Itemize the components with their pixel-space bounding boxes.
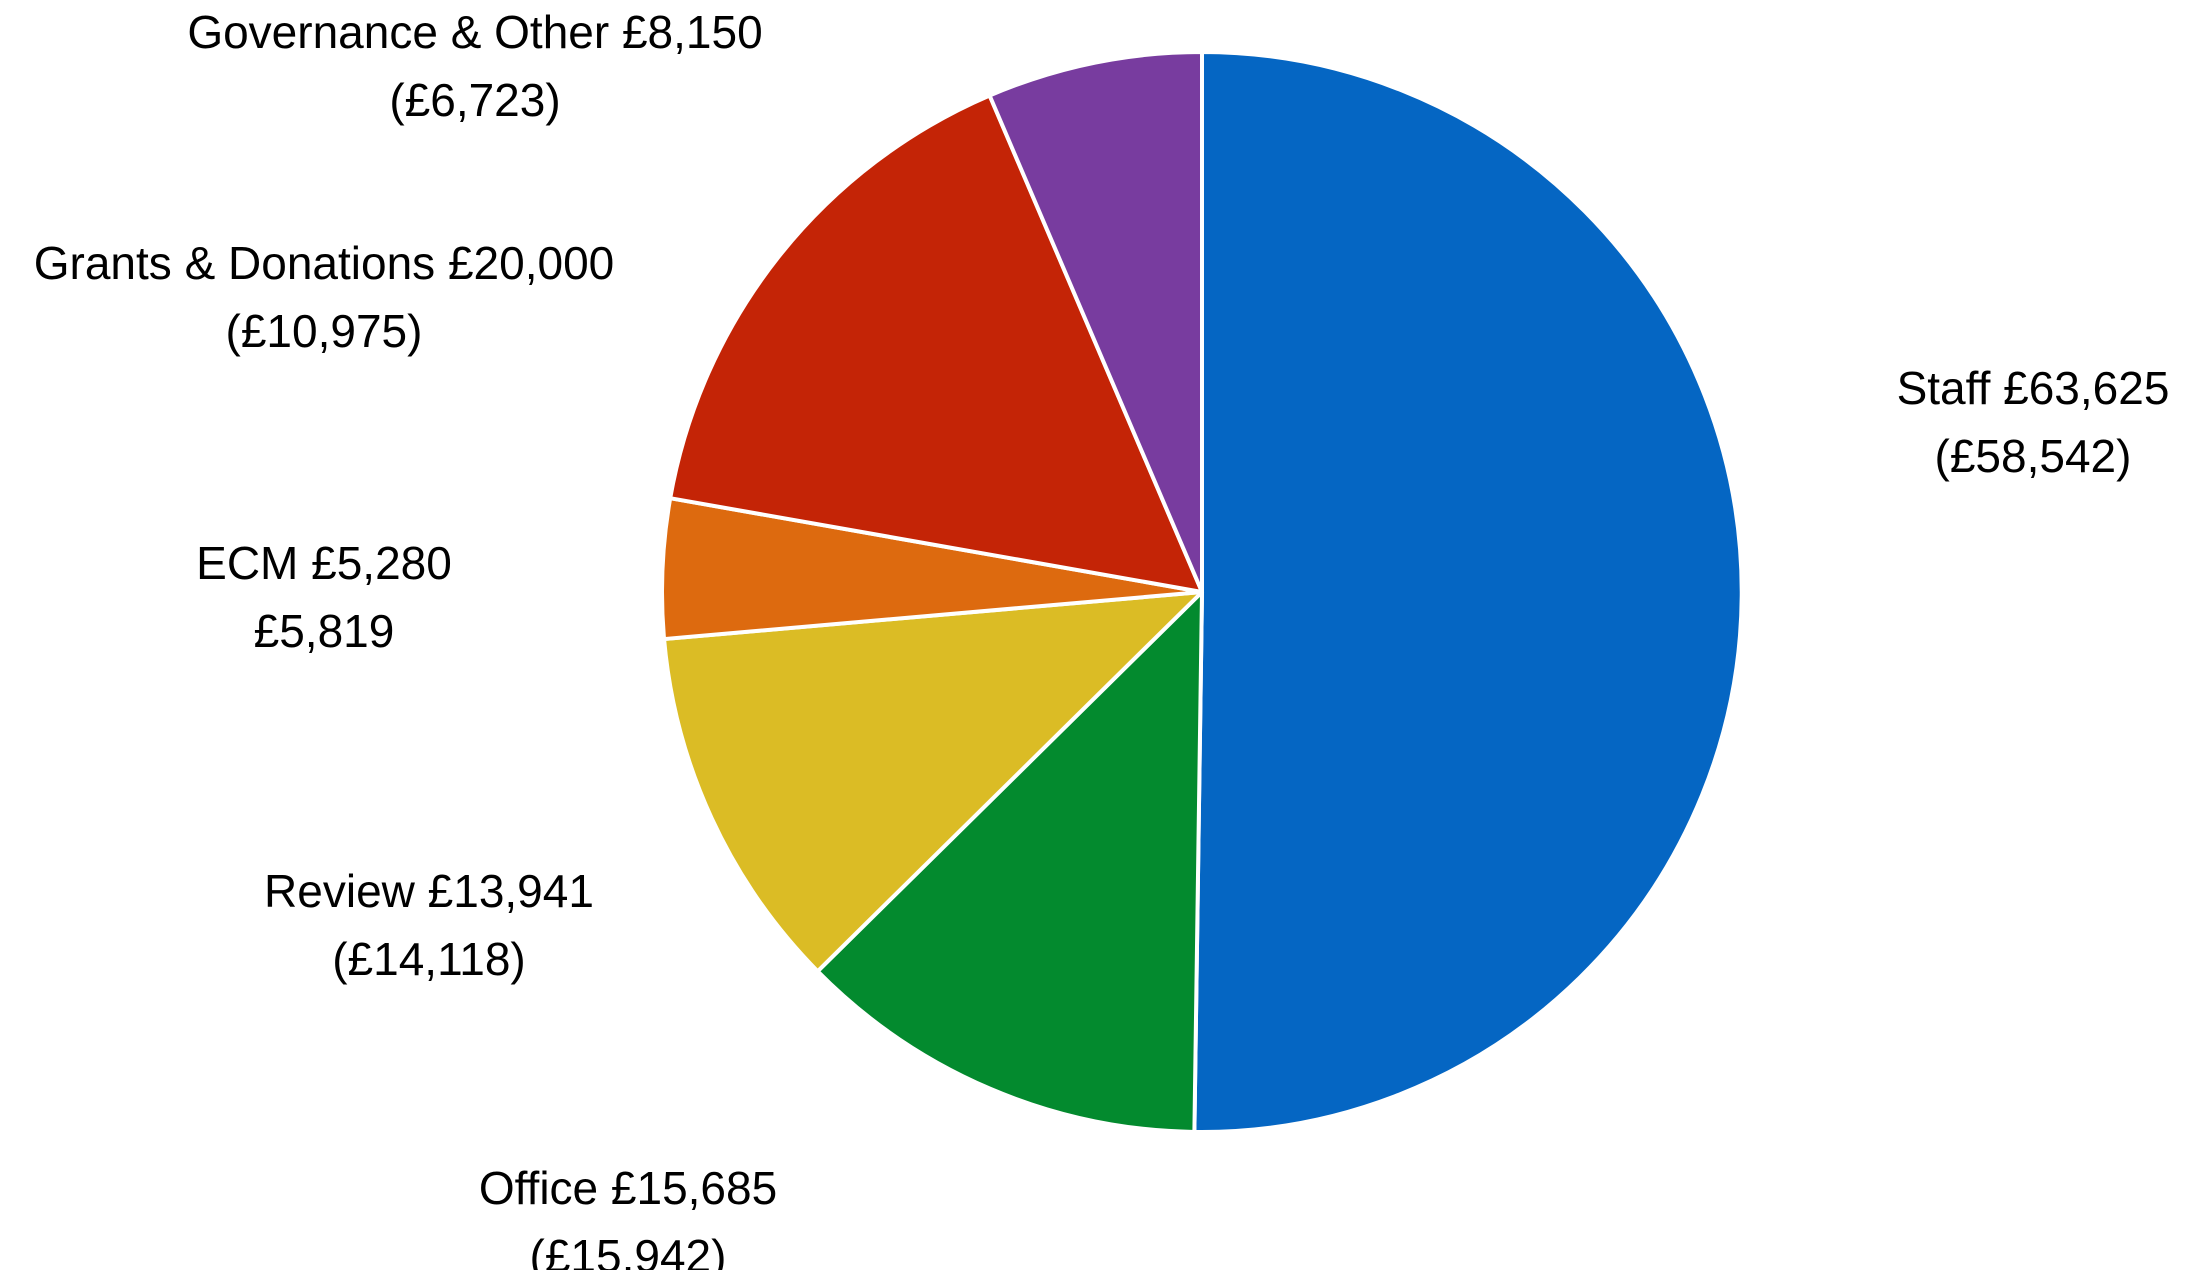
pie-slices bbox=[660, 50, 1744, 1134]
slice-label-line2: £5,819 bbox=[254, 605, 395, 657]
slice-label-line2: (£6,723) bbox=[389, 74, 560, 126]
slice-label-line1: Staff £63,625 bbox=[1897, 362, 2170, 414]
slice-label-line1: Governance & Other £8,150 bbox=[187, 6, 762, 58]
slice-label-line2: (£14,118) bbox=[332, 933, 526, 985]
slice-label-line1: Office £15,685 bbox=[479, 1162, 777, 1214]
slice-label-ecm: ECM £5,280 £5,819 bbox=[196, 537, 452, 657]
slice-label-line1: Grants & Donations £20,000 bbox=[34, 237, 614, 289]
pie-slice-review bbox=[662, 590, 1204, 974]
slice-label-line1: ECM £5,280 bbox=[196, 537, 452, 589]
slice-label-staff: Staff £63,625 (£58,542) bbox=[1897, 362, 2170, 482]
pie-labels: Staff £63,625 (£58,542) Office £15,685 (£15… bbox=[34, 6, 2170, 1270]
pie-slice-governance-and-other bbox=[987, 50, 1204, 594]
pie-slice-grants-and-donations bbox=[668, 93, 1204, 594]
slice-label-review: Review £13,941 (£14,118) bbox=[264, 865, 594, 985]
slice-label-line1: Review £13,941 bbox=[264, 865, 594, 917]
pie-slice-staff bbox=[1192, 50, 1744, 1134]
slice-label-line2: (£58,542) bbox=[1935, 430, 2132, 482]
slice-label-office: Office £15,685 (£15,942) bbox=[479, 1162, 777, 1270]
slice-label-grants-and-donations: Grants & Donations £20,000 (£10,975) bbox=[34, 237, 614, 357]
slice-label-line2: (£15,942) bbox=[530, 1230, 727, 1270]
slice-label-line2: (£10,975) bbox=[226, 305, 423, 357]
pie-slice-office bbox=[815, 590, 1204, 1134]
slice-label-governance-and-other: Governance & Other £8,150 (£6,723) bbox=[187, 6, 762, 126]
